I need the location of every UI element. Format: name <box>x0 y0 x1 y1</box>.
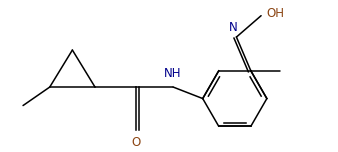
Text: O: O <box>131 136 141 149</box>
Text: OH: OH <box>266 7 284 20</box>
Text: NH: NH <box>164 67 182 80</box>
Text: N: N <box>229 21 238 34</box>
